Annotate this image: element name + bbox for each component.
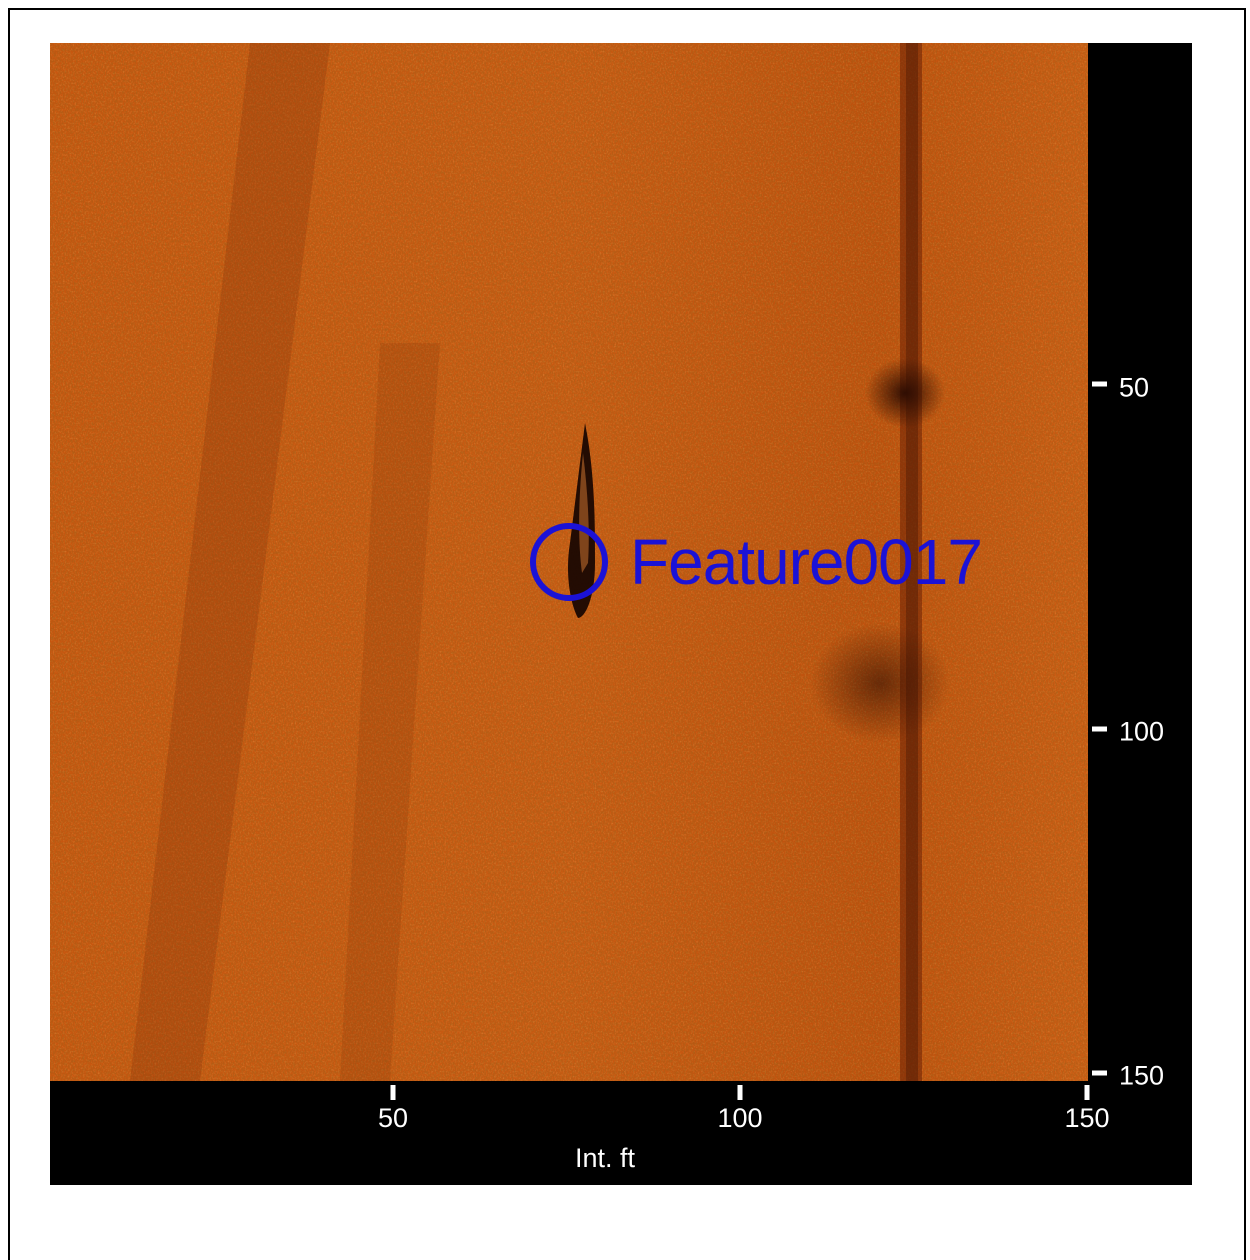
x-tick-label: 100 — [717, 1103, 763, 1133]
x-tick-mark — [1084, 1085, 1090, 1100]
y-tick-mark — [1092, 1070, 1107, 1076]
x-tick-label: 50 — [377, 1103, 409, 1133]
x-axis-title: Int. ft — [574, 1143, 636, 1173]
y-tick-mark — [1092, 381, 1107, 387]
x-tick-label: 150 — [1064, 1103, 1110, 1133]
y-tick-label: 50 — [1119, 372, 1150, 403]
sonar-texture — [50, 43, 1088, 1081]
sonar-image — [50, 43, 1088, 1081]
y-tick-label: 100 — [1119, 716, 1165, 747]
x-tick-mark — [737, 1085, 743, 1100]
feature-marker — [530, 523, 608, 601]
feature-label: Feature0017 — [630, 526, 983, 598]
x-tick-mark — [390, 1085, 396, 1100]
y-tick-mark — [1092, 726, 1107, 732]
y-tick-label: 150 — [1119, 1060, 1165, 1091]
sonar-viewer: Feature0017 50 100 150 50 100 150 Int. f… — [50, 43, 1192, 1185]
